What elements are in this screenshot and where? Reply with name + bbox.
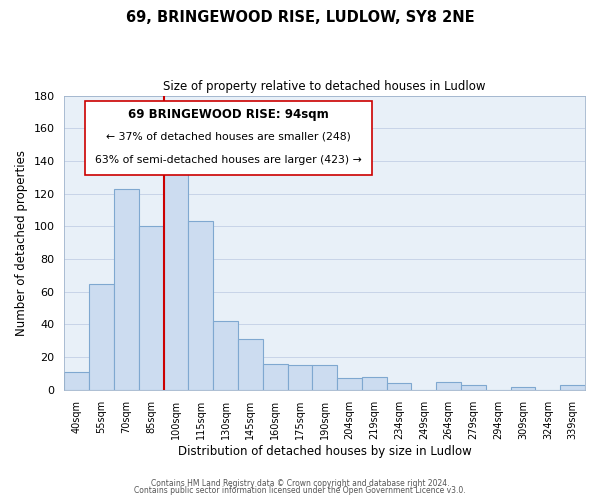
Bar	[461, 385, 486, 390]
Text: ← 37% of detached houses are smaller (248): ← 37% of detached houses are smaller (24…	[106, 132, 351, 142]
Y-axis label: Number of detached properties: Number of detached properties	[15, 150, 28, 336]
Bar	[188, 222, 213, 390]
Text: 63% of semi-detached houses are larger (423) →: 63% of semi-detached houses are larger (…	[95, 156, 362, 166]
Bar	[337, 378, 362, 390]
Title: Size of property relative to detached houses in Ludlow: Size of property relative to detached ho…	[163, 80, 486, 93]
Bar	[139, 226, 164, 390]
Text: Contains HM Land Registry data © Crown copyright and database right 2024.: Contains HM Land Registry data © Crown c…	[151, 478, 449, 488]
Bar	[362, 377, 386, 390]
Text: Contains public sector information licensed under the Open Government Licence v3: Contains public sector information licen…	[134, 486, 466, 495]
Bar	[238, 339, 263, 390]
Text: 69, BRINGEWOOD RISE, LUDLOW, SY8 2NE: 69, BRINGEWOOD RISE, LUDLOW, SY8 2NE	[125, 10, 475, 25]
Bar	[436, 382, 461, 390]
Bar	[287, 366, 313, 390]
FancyBboxPatch shape	[85, 102, 371, 175]
Bar	[89, 284, 114, 390]
Bar	[114, 188, 139, 390]
Bar	[64, 372, 89, 390]
Text: 69 BRINGEWOOD RISE: 94sqm: 69 BRINGEWOOD RISE: 94sqm	[128, 108, 329, 121]
Bar	[511, 386, 535, 390]
Bar	[263, 364, 287, 390]
Bar	[164, 169, 188, 390]
Bar	[560, 385, 585, 390]
Bar	[313, 366, 337, 390]
Bar	[386, 384, 412, 390]
X-axis label: Distribution of detached houses by size in Ludlow: Distribution of detached houses by size …	[178, 444, 472, 458]
Bar	[213, 321, 238, 390]
